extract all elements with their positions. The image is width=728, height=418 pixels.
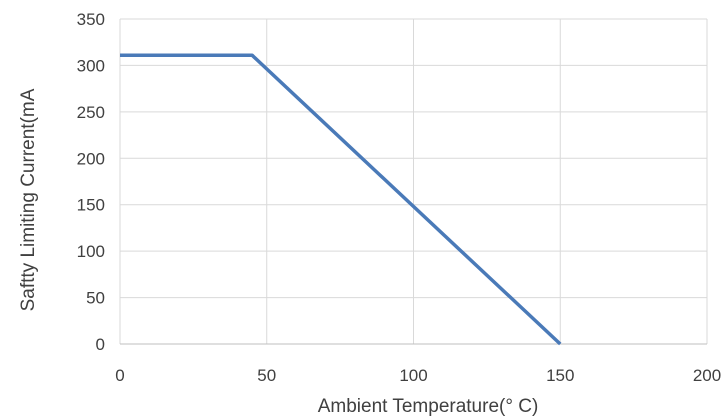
y-tick-label: 300: [77, 56, 105, 75]
series-line: [120, 53, 562, 346]
x-tick-label: 100: [399, 366, 427, 385]
y-axis-label: Saftty Limiting Current(mA: [18, 88, 39, 311]
y-tick-label: 350: [77, 10, 105, 29]
x-tick-labels: 0 50 100 150 200: [115, 366, 721, 385]
y-tick-label: 150: [77, 196, 105, 215]
series-layer: [120, 53, 562, 346]
x-tick-label: 200: [693, 366, 721, 385]
y-tick-label: 50: [86, 289, 105, 308]
y-tick-label: 100: [77, 242, 105, 261]
x-axis-label: Ambient Temperature(° C): [318, 396, 539, 417]
y-tick-labels: 0 50 100 150 200 250 300 350: [77, 10, 105, 354]
y-tick-label: 200: [77, 149, 105, 168]
y-tick-label: 0: [96, 335, 105, 354]
x-tick-label: 0: [115, 366, 124, 385]
y-tick-label: 250: [77, 103, 105, 122]
x-tick-label: 150: [546, 366, 574, 385]
x-tick-label: 50: [257, 366, 276, 385]
grid-lines: [119, 18, 708, 345]
